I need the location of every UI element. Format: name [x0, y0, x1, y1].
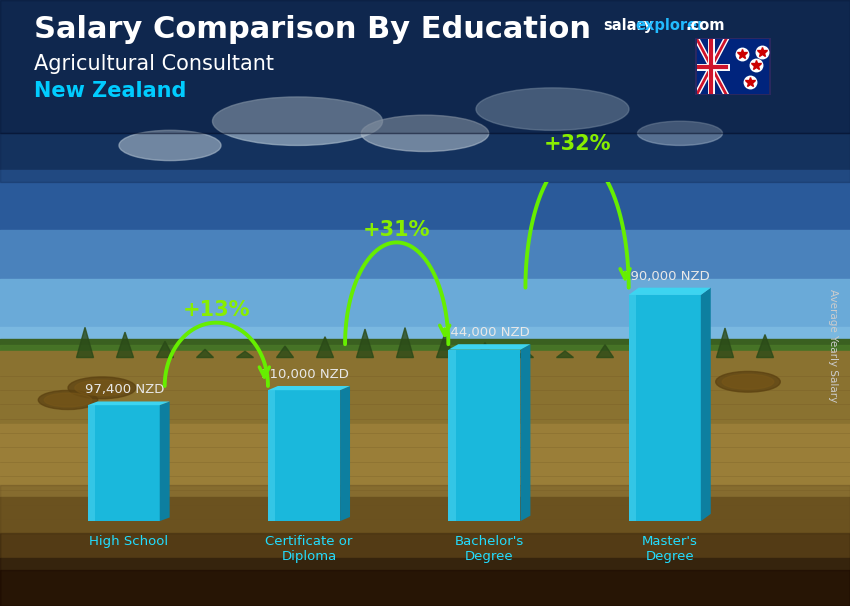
Polygon shape	[557, 351, 574, 358]
Polygon shape	[677, 328, 694, 358]
Ellipse shape	[476, 88, 629, 130]
Ellipse shape	[716, 371, 780, 392]
Polygon shape	[156, 341, 173, 358]
Text: New Zealand: New Zealand	[34, 81, 186, 101]
Ellipse shape	[638, 121, 722, 145]
Ellipse shape	[212, 97, 382, 145]
Text: salary: salary	[604, 18, 654, 33]
Ellipse shape	[75, 380, 129, 396]
Polygon shape	[629, 295, 636, 521]
Text: Master's
Degree: Master's Degree	[642, 534, 698, 563]
Polygon shape	[756, 335, 774, 358]
Polygon shape	[316, 337, 333, 358]
Polygon shape	[448, 350, 520, 521]
Text: .com: .com	[685, 18, 724, 33]
Ellipse shape	[68, 377, 136, 399]
Text: High School: High School	[89, 534, 168, 548]
Text: +32%: +32%	[543, 134, 611, 154]
Polygon shape	[448, 344, 530, 350]
Ellipse shape	[119, 130, 221, 161]
Ellipse shape	[44, 393, 92, 407]
Text: 190,000 NZD: 190,000 NZD	[622, 270, 710, 283]
Polygon shape	[268, 390, 340, 521]
Polygon shape	[629, 295, 701, 521]
Text: explorer: explorer	[636, 18, 705, 33]
Polygon shape	[356, 329, 373, 358]
Polygon shape	[637, 335, 654, 358]
Text: 144,000 NZD: 144,000 NZD	[442, 326, 530, 339]
Ellipse shape	[722, 375, 774, 389]
Polygon shape	[88, 401, 170, 405]
Polygon shape	[116, 332, 133, 358]
Polygon shape	[76, 327, 94, 358]
Polygon shape	[268, 386, 350, 390]
Text: Salary Comparison By Education: Salary Comparison By Education	[34, 15, 591, 44]
Polygon shape	[88, 405, 95, 521]
Polygon shape	[448, 350, 456, 521]
Polygon shape	[276, 346, 293, 358]
Polygon shape	[160, 401, 170, 521]
Text: +13%: +13%	[183, 301, 250, 321]
Text: 110,000 NZD: 110,000 NZD	[262, 368, 349, 381]
Polygon shape	[437, 333, 454, 358]
Text: Average Yearly Salary: Average Yearly Salary	[828, 289, 838, 402]
Ellipse shape	[361, 115, 489, 152]
Ellipse shape	[38, 390, 98, 410]
Polygon shape	[517, 350, 534, 358]
Text: Bachelor's
Degree: Bachelor's Degree	[455, 534, 524, 563]
Polygon shape	[629, 288, 711, 295]
Polygon shape	[597, 345, 614, 358]
Polygon shape	[396, 328, 413, 358]
Text: +31%: +31%	[363, 220, 430, 240]
Polygon shape	[477, 342, 494, 358]
Polygon shape	[268, 390, 275, 521]
Polygon shape	[196, 349, 213, 358]
Text: 97,400 NZD: 97,400 NZD	[85, 384, 165, 396]
Polygon shape	[340, 386, 350, 521]
Text: Agricultural Consultant: Agricultural Consultant	[34, 53, 274, 74]
Polygon shape	[520, 344, 530, 521]
Polygon shape	[701, 288, 711, 521]
Text: Certificate or
Diploma: Certificate or Diploma	[265, 534, 353, 563]
Polygon shape	[717, 328, 734, 358]
Polygon shape	[236, 351, 253, 358]
Polygon shape	[88, 405, 160, 521]
